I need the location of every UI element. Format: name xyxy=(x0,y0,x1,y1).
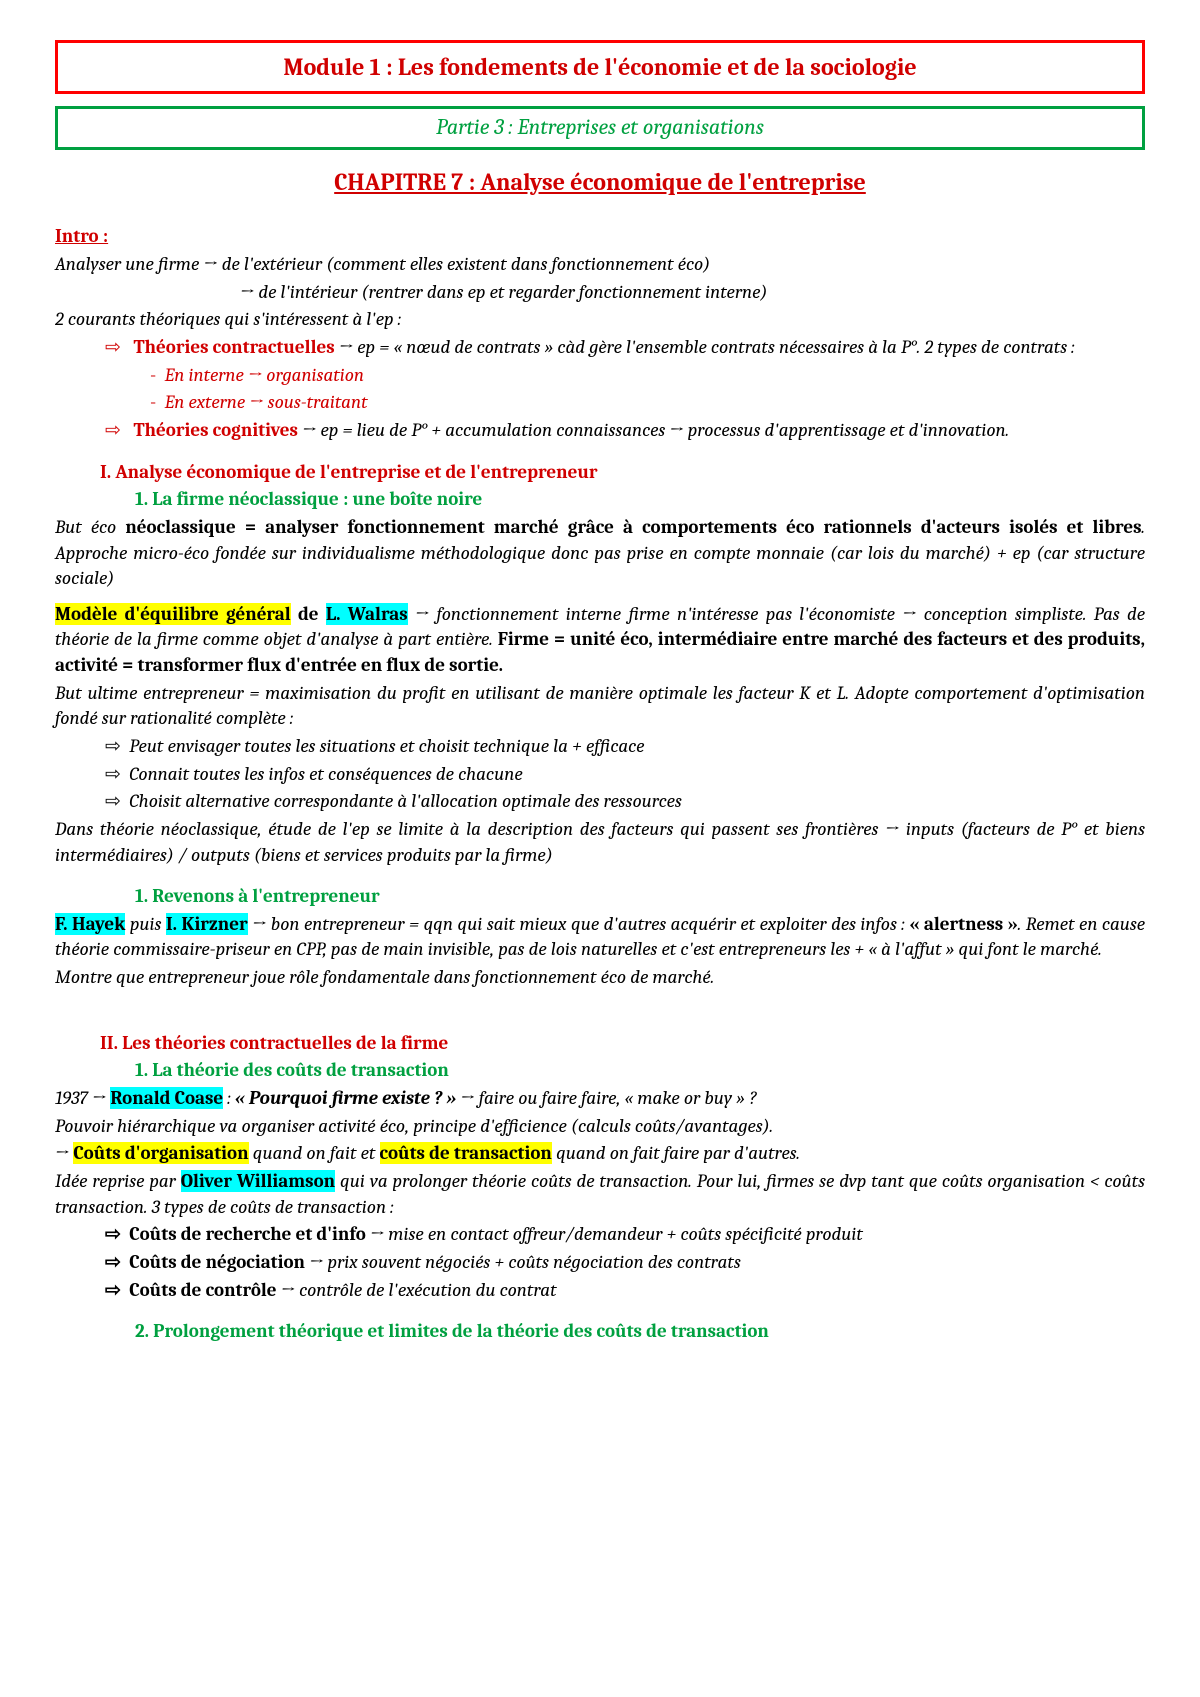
section-1-1-title: 1. La firme néoclassique : une boîte noi… xyxy=(55,487,1145,513)
s2-p1: 1937 → Ronald Coase : « Pourquoi firme e… xyxy=(55,1086,1145,1112)
arrow-icon xyxy=(105,790,129,812)
s1-p2: Modèle d'équilibre général de L. Walras … xyxy=(55,602,1145,679)
s2-b1: Coûts de recherche et d'info → mise en c… xyxy=(55,1222,1145,1248)
hl-couts-org: Coûts d'organisation xyxy=(73,1142,248,1164)
intro-contract: Théories contractuelles → ep = « nœud de… xyxy=(55,335,1145,361)
cognitive-label: Théories cognitives xyxy=(133,419,298,441)
intro-label: Intro : xyxy=(55,224,1145,250)
arrow-icon xyxy=(105,1223,129,1245)
intro-line2: → de l'intérieur (rentrer dans ep et reg… xyxy=(55,280,1145,306)
hl-williamson: Oliver Williamson xyxy=(181,1170,335,1192)
s1-p3: But ultime entrepreneur = maximisation d… xyxy=(55,681,1145,732)
s1-p5: F. Hayek puis I. Kirzner → bon entrepren… xyxy=(55,912,1145,963)
arrow-icon xyxy=(105,763,129,785)
contract-text: → ep = « nœud de contrats » càd gère l'e… xyxy=(335,336,1075,358)
section-1-title: I. Analyse économique de l'entreprise et… xyxy=(55,460,1145,486)
s1-b1: Peut envisager toutes les situations et … xyxy=(55,734,1145,760)
intro-cognitive: Théories cognitives → ep = lieu de P° + … xyxy=(55,418,1145,444)
hl-couts-trans: coûts de transaction xyxy=(380,1142,552,1164)
partie-title: Partie 3 : Entreprises et organisations xyxy=(436,114,764,140)
s1-p1: But éco néoclassique = analyser fonction… xyxy=(55,515,1145,592)
chapitre-title: CHAPITRE 7 : Analyse économique de l'ent… xyxy=(55,166,1145,198)
s2-b2: Coûts de négociation → prix souvent négo… xyxy=(55,1250,1145,1276)
hl-walras: L. Walras xyxy=(326,603,408,625)
s2-b3: Coûts de contrôle → contrôle de l'exécut… xyxy=(55,1278,1145,1304)
arrow-icon xyxy=(105,1279,129,1301)
arrow-icon xyxy=(105,1251,129,1273)
s2-p4: Idée reprise par Oliver Williamson qui v… xyxy=(55,1169,1145,1220)
hl-kirzner: I. Kirzner xyxy=(166,913,248,935)
arrow-icon xyxy=(105,735,129,757)
intro-line1: Analyser une firme → de l'extérieur (com… xyxy=(55,252,1145,278)
partie-title-box: Partie 3 : Entreprises et organisations xyxy=(55,106,1145,150)
section-2-1-title: 1. La théorie des coûts de transaction xyxy=(55,1058,1145,1084)
arrow-icon xyxy=(105,336,129,358)
s1-p6: Montre que entrepreneur joue rôle fondam… xyxy=(55,965,1145,991)
hl-modele: Modèle d'équilibre général xyxy=(55,603,291,625)
contract-label: Théories contractuelles xyxy=(133,336,334,358)
intro-dash1: En interne → organisation xyxy=(55,363,1145,389)
hl-coase: Ronald Coase xyxy=(110,1087,223,1109)
section-2-2-title: 2. Prolongement théorique et limites de … xyxy=(55,1319,1145,1345)
cognitive-text: → ep = lieu de P° + accumulation connais… xyxy=(298,419,1009,441)
section-2-title: II. Les théories contractuelles de la fi… xyxy=(55,1031,1145,1057)
hl-hayek: F. Hayek xyxy=(55,913,125,935)
s2-p3: → Coûts d'organisation quand on fait et … xyxy=(55,1141,1145,1167)
s1-b2: Connait toutes les infos et conséquences… xyxy=(55,762,1145,788)
s1-b3: Choisit alternative correspondante à l'a… xyxy=(55,789,1145,815)
module-title: Module 1 : Les fondements de l'économie … xyxy=(283,53,916,81)
s2-p2: Pouvoir hiérarchique va organiser activi… xyxy=(55,1114,1145,1140)
arrow-icon xyxy=(105,419,129,441)
s1-p4: Dans théorie néoclassique, étude de l'ep… xyxy=(55,817,1145,868)
intro-dash2: En externe → sous-traitant xyxy=(55,390,1145,416)
section-1-2-title: 1. Revenons à l'entrepreneur xyxy=(55,884,1145,910)
intro-line3: 2 courants théoriques qui s'intéressent … xyxy=(55,307,1145,333)
module-title-box: Module 1 : Les fondements de l'économie … xyxy=(55,40,1145,94)
